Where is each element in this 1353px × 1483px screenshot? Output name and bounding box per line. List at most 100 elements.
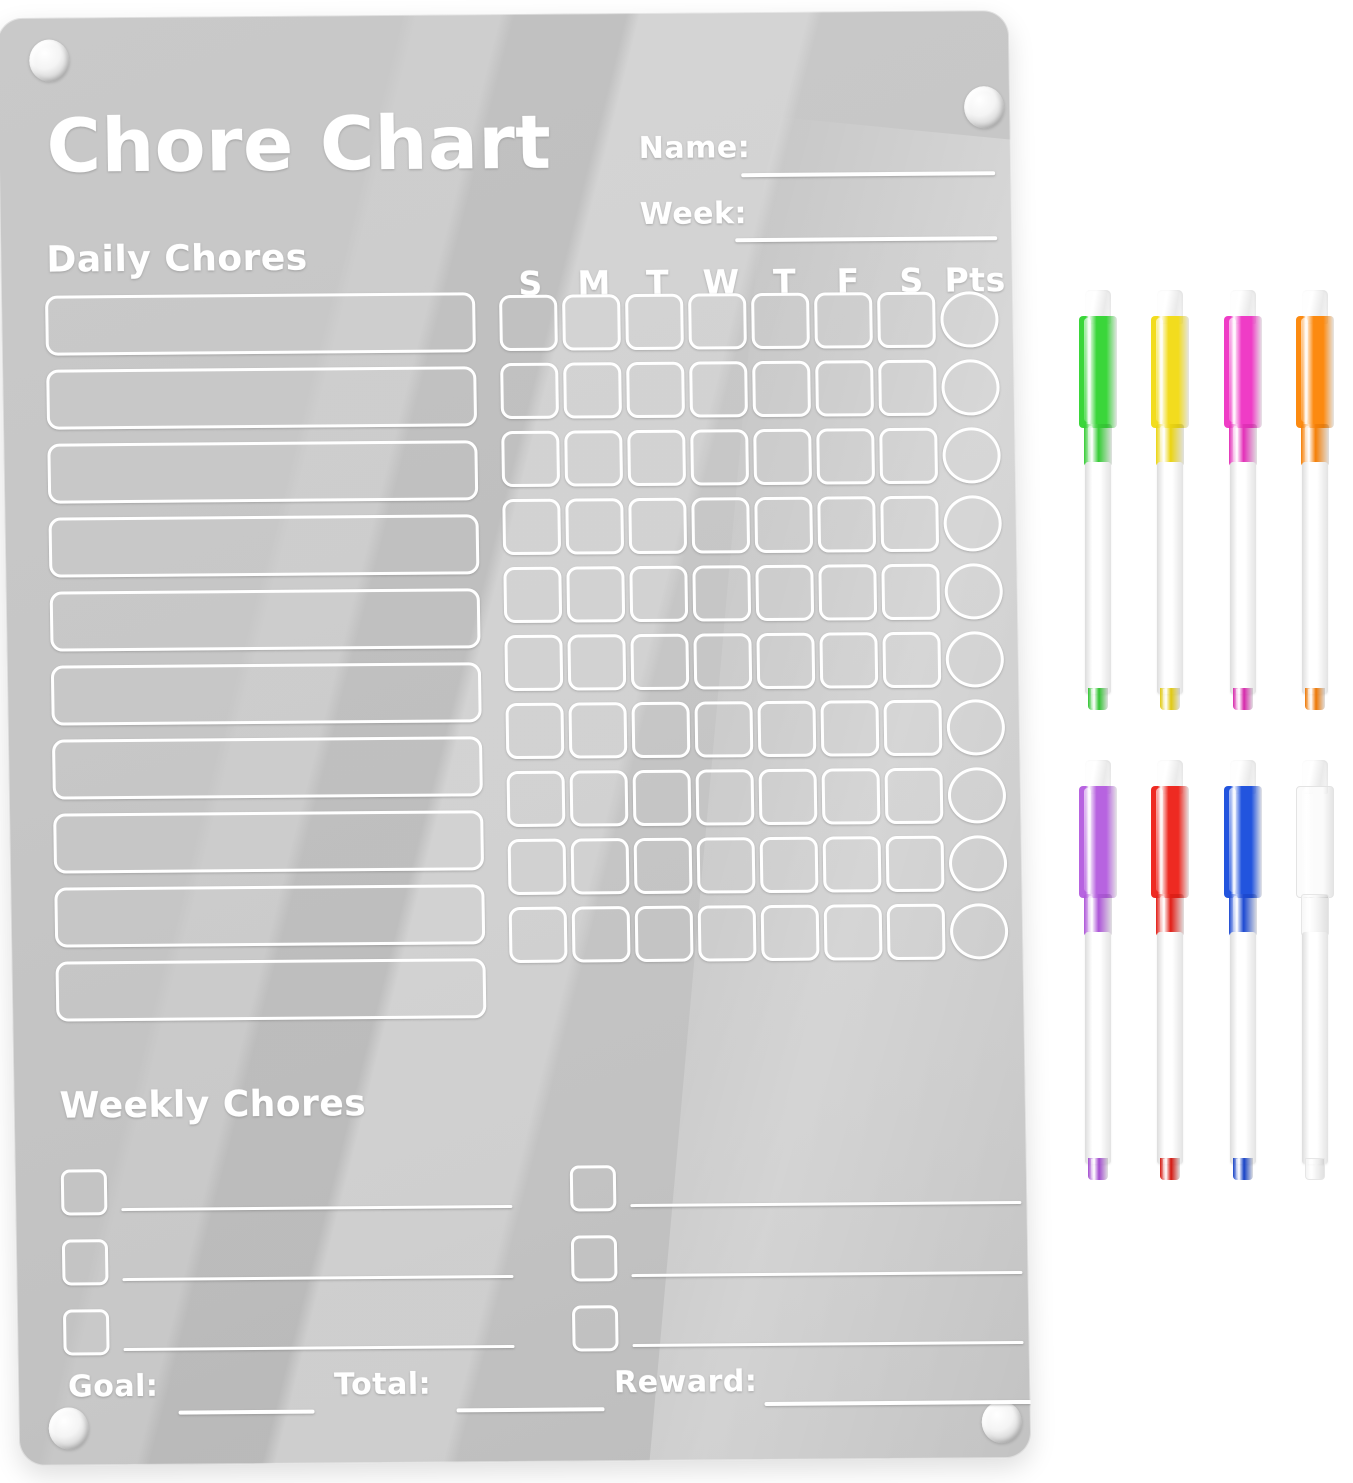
day-checkbox[interactable]	[501, 430, 561, 488]
weekly-chore-checkbox[interactable]	[570, 1235, 618, 1282]
day-checkbox[interactable]	[563, 362, 622, 419]
day-checkbox[interactable]	[506, 770, 566, 828]
day-checkbox[interactable]	[508, 906, 568, 964]
weekly-chore-write-line[interactable]	[632, 1340, 1024, 1348]
daily-chore-name-box[interactable]	[47, 440, 479, 504]
weekly-chore-write-line[interactable]	[121, 1205, 513, 1212]
day-checkbox[interactable]	[819, 632, 879, 689]
points-circle[interactable]	[947, 767, 1007, 824]
weekly-chore-write-line[interactable]	[123, 1344, 515, 1352]
daily-chore-name-box[interactable]	[54, 884, 486, 948]
day-checkbox[interactable]	[629, 565, 689, 623]
marker-white[interactable]	[1291, 760, 1339, 1190]
day-checkbox[interactable]	[504, 634, 564, 692]
day-checkbox[interactable]	[886, 903, 946, 961]
points-circle[interactable]	[949, 903, 1009, 960]
points-circle[interactable]	[942, 427, 1002, 484]
day-checkbox[interactable]	[758, 768, 818, 826]
day-checkbox[interactable]	[884, 767, 944, 825]
day-checkbox[interactable]	[567, 634, 627, 691]
day-checkbox[interactable]	[815, 360, 874, 417]
day-checkbox[interactable]	[502, 498, 562, 556]
marker-orange[interactable]	[1291, 290, 1339, 720]
day-checkbox[interactable]	[571, 906, 631, 963]
daily-chore-name-box[interactable]	[51, 736, 483, 800]
weekly-chore-write-line[interactable]	[122, 1275, 514, 1282]
weekly-chore-checkbox[interactable]	[571, 1305, 619, 1352]
day-checkbox[interactable]	[630, 633, 690, 691]
weekly-chore-write-line[interactable]	[630, 1201, 1022, 1208]
day-checkbox[interactable]	[818, 564, 878, 621]
day-checkbox[interactable]	[696, 837, 756, 894]
daily-chore-name-box[interactable]	[46, 366, 478, 430]
day-checkbox[interactable]	[565, 498, 625, 555]
day-checkbox[interactable]	[883, 699, 943, 757]
daily-chore-name-box[interactable]	[49, 588, 481, 652]
weekly-chore-checkbox[interactable]	[60, 1169, 108, 1216]
day-checkbox[interactable]	[499, 294, 558, 352]
day-checkbox[interactable]	[626, 361, 685, 419]
day-checkbox[interactable]	[633, 837, 693, 895]
day-checkbox[interactable]	[752, 360, 811, 418]
day-checkbox[interactable]	[817, 496, 877, 553]
weekly-chore-checkbox[interactable]	[61, 1239, 109, 1286]
daily-chore-name-box[interactable]	[50, 662, 482, 726]
marker-yellow[interactable]	[1146, 290, 1194, 720]
weekly-chore-write-line[interactable]	[631, 1271, 1023, 1278]
day-checkbox[interactable]	[500, 362, 559, 420]
day-checkbox[interactable]	[879, 427, 939, 485]
day-checkbox[interactable]	[631, 701, 691, 759]
reward-field-line[interactable]	[764, 1399, 1032, 1407]
total-field-line[interactable]	[456, 1407, 605, 1413]
day-checkbox[interactable]	[570, 838, 630, 895]
day-checkbox[interactable]	[627, 429, 687, 487]
points-circle[interactable]	[945, 631, 1005, 688]
marker-purple[interactable]	[1074, 760, 1122, 1190]
day-checkbox[interactable]	[816, 428, 876, 485]
day-checkbox[interactable]	[694, 701, 754, 758]
day-checkbox[interactable]	[880, 495, 940, 553]
day-checkbox[interactable]	[695, 769, 755, 826]
goal-field-line[interactable]	[178, 1409, 315, 1415]
day-checkbox[interactable]	[751, 292, 810, 350]
day-checkbox[interactable]	[693, 633, 753, 690]
day-checkbox[interactable]	[814, 292, 873, 349]
daily-chore-name-box[interactable]	[55, 958, 487, 1022]
day-checkbox[interactable]	[692, 565, 752, 622]
day-checkbox[interactable]	[878, 359, 937, 417]
day-checkbox[interactable]	[877, 291, 936, 349]
day-checkbox[interactable]	[628, 497, 688, 555]
day-checkbox[interactable]	[885, 835, 945, 893]
daily-chore-name-box[interactable]	[53, 810, 485, 874]
day-checkbox[interactable]	[564, 430, 624, 487]
points-circle[interactable]	[948, 835, 1008, 892]
day-checkbox[interactable]	[820, 700, 880, 757]
day-checkbox[interactable]	[754, 496, 814, 554]
daily-chore-name-box[interactable]	[44, 292, 476, 356]
day-checkbox[interactable]	[507, 838, 567, 896]
day-checkbox[interactable]	[566, 566, 626, 623]
day-checkbox[interactable]	[757, 700, 817, 758]
points-circle[interactable]	[944, 563, 1004, 620]
day-checkbox[interactable]	[759, 836, 819, 894]
name-field-line[interactable]	[741, 171, 996, 178]
day-checkbox[interactable]	[634, 905, 694, 963]
day-checkbox[interactable]	[569, 770, 629, 827]
day-checkbox[interactable]	[823, 904, 883, 961]
day-checkbox[interactable]	[625, 293, 684, 351]
points-circle[interactable]	[941, 359, 1000, 416]
daily-chore-name-box[interactable]	[48, 514, 480, 578]
day-checkbox[interactable]	[505, 702, 565, 760]
points-circle[interactable]	[943, 495, 1003, 552]
day-checkbox[interactable]	[755, 564, 815, 622]
points-circle[interactable]	[946, 699, 1006, 756]
weekly-chore-checkbox[interactable]	[62, 1309, 110, 1356]
day-checkbox[interactable]	[632, 769, 692, 827]
day-checkbox[interactable]	[882, 631, 942, 689]
day-checkbox[interactable]	[760, 904, 820, 962]
weekly-chore-checkbox[interactable]	[569, 1165, 617, 1212]
points-circle[interactable]	[940, 291, 999, 348]
marker-magenta[interactable]	[1219, 290, 1267, 720]
day-checkbox[interactable]	[691, 497, 751, 554]
week-field-line[interactable]	[735, 236, 998, 243]
